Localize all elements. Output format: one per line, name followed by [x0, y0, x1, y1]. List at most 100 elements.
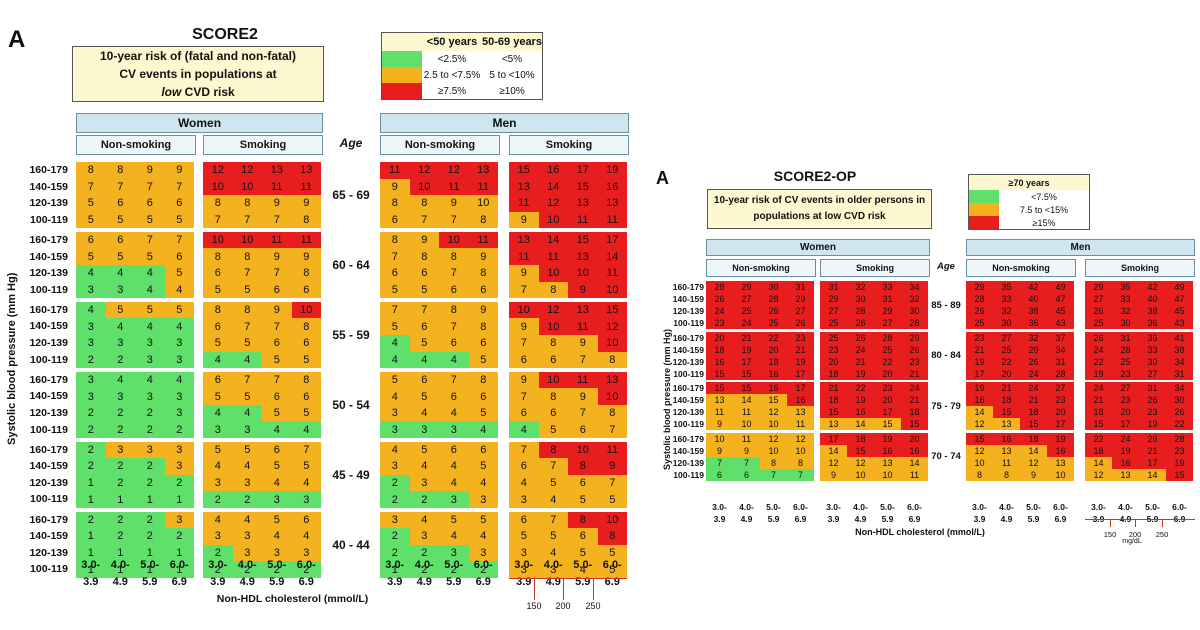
cholesterol-tick-line: 3.0- [208, 559, 228, 571]
cholesterol-tick-line: 3.9 [713, 514, 726, 524]
risk-cell: 19 [966, 355, 993, 368]
risk-cell: 18 [847, 432, 874, 445]
risk-cell: 7 [232, 265, 262, 282]
bp-row-label: 140-159 [29, 460, 68, 473]
legend-header: ≥70 years [1008, 177, 1050, 188]
risk-cell: 16 [1047, 444, 1074, 457]
risk-cell: 35 [993, 281, 1020, 293]
cholesterol-tick: 6.0- 6.9 [1166, 501, 1193, 525]
description-box: 10-year risk of CV events in older perso… [707, 189, 932, 229]
risk-cell: 23 [1166, 444, 1193, 457]
risk-cell: 31 [1139, 382, 1166, 394]
risk-cell: 4 [439, 528, 469, 545]
age-group-label: 70 - 74 [931, 451, 961, 462]
risk-cell: 15 [568, 178, 598, 196]
risk-cell: 2 [439, 561, 469, 578]
description-emphasis: low [161, 85, 182, 99]
risk-cell: 1 [76, 544, 106, 562]
description-line: populations at low CVD risk [753, 211, 886, 222]
risk-cell: 13 [1112, 468, 1139, 481]
risk-cell: 27 [733, 293, 760, 305]
risk-cell: 7 [164, 231, 194, 249]
risk-cell: 8 [538, 281, 568, 299]
risk-cell: 17 [820, 432, 847, 445]
risk-cell: 10 [847, 468, 874, 481]
risk-cell: 27 [1112, 382, 1139, 394]
risk-cell: 3 [409, 528, 439, 545]
risk-cell: 5 [409, 441, 439, 459]
risk-cell: 5 [203, 334, 233, 352]
risk-cell: 7 [568, 404, 598, 422]
x-axis-label: Non-HDL cholesterol (mmol/L) [855, 527, 985, 537]
risk-cell: 8 [468, 318, 498, 335]
risk-cell: 28 [966, 293, 993, 305]
risk-cell: 1 [380, 561, 410, 578]
risk-cell: 21 [993, 382, 1020, 394]
risk-cell: 2 [105, 351, 135, 369]
risk-block-women-ns: 28 29 30 31 26 27 28 29 24 25 26 27 23 24 25 26 [706, 281, 814, 329]
risk-cell: 3 [232, 544, 262, 562]
risk-cell: 5 [538, 528, 568, 545]
risk-cell: 7 [509, 441, 539, 459]
risk-cell: 13 [568, 248, 598, 266]
risk-block-men-ns: 23 27 32 37 21 25 29 34 19 22 26 31 17 20 24 28 [966, 331, 1074, 380]
risk-cell: 3 [439, 421, 469, 439]
risk-cell: 13 [993, 444, 1020, 457]
age-group-label: 75 - 79 [931, 400, 961, 412]
risk-cell: 25 [820, 317, 847, 329]
risk-cell: 4 [232, 511, 262, 529]
risk-cell: 2 [135, 458, 165, 475]
risk-cell: 4 [203, 404, 233, 422]
risk-cell: 16 [760, 367, 787, 380]
risk-cell: 20 [874, 367, 901, 380]
risk-cell: 10 [1047, 468, 1074, 481]
risk-cell: 32 [847, 281, 874, 293]
risk-cell: 5 [105, 248, 135, 266]
risk-cell: 10 [232, 231, 262, 249]
risk-cell: 9 [568, 281, 598, 299]
risk-cell: 24 [1112, 432, 1139, 445]
risk-cell: 7 [291, 441, 321, 459]
risk-cell: 15 [1020, 418, 1047, 430]
risk-cell: 2 [76, 511, 106, 529]
risk-cell: 5 [232, 441, 262, 459]
legend-label: <7.5% [999, 190, 1089, 203]
bp-row-label: 120-139 [29, 197, 68, 210]
risk-cell: 20 [820, 355, 847, 368]
risk-cell: 7 [232, 211, 262, 229]
risk-cell: 15 [733, 367, 760, 380]
risk-cell: 23 [787, 331, 814, 344]
cholesterol-tick: 6.0- 6.9 [598, 557, 628, 591]
risk-cell: 10 [203, 178, 233, 196]
risk-cell: 12 [597, 318, 627, 335]
risk-cell: 6 [509, 351, 539, 369]
risk-cell: 3 [76, 281, 106, 299]
smoking-header-women-ns: Non-smoking [76, 135, 196, 155]
risk-cell: 20 [760, 343, 787, 356]
risk-cell: 34 [901, 281, 928, 293]
risk-cell: 5 [262, 458, 292, 475]
risk-cell: 26 [966, 305, 993, 317]
risk-cell: 12 [966, 418, 993, 430]
risk-cell: 6 [262, 388, 292, 405]
risk-cell: 6 [568, 421, 598, 439]
risk-cell: 21 [901, 394, 928, 406]
risk-cell: 11 [262, 231, 292, 249]
risk-cell: 18 [1085, 444, 1112, 457]
bp-row-label: 120-139 [29, 267, 68, 280]
legend-swatch-green [969, 190, 999, 203]
risk-cell: 1 [105, 491, 135, 508]
risk-cell: 8 [538, 334, 568, 352]
age-group-label: 45 - 49 [332, 467, 370, 482]
risk-cell: 25 [733, 305, 760, 317]
risk-cell: 7 [135, 231, 165, 249]
risk-cell: 22 [993, 355, 1020, 368]
risk-cell: 2 [76, 421, 106, 439]
description-line: low CVD risk [73, 83, 323, 101]
cholesterol-tick: 6.0- 6.9 [901, 501, 928, 525]
risk-cell: 9 [439, 195, 469, 212]
risk-block-men-s: 6 7 8 10 5 5 6 8 3 4 5 5 3 3 4 5 [509, 511, 627, 578]
risk-cell: 10 [597, 334, 627, 352]
